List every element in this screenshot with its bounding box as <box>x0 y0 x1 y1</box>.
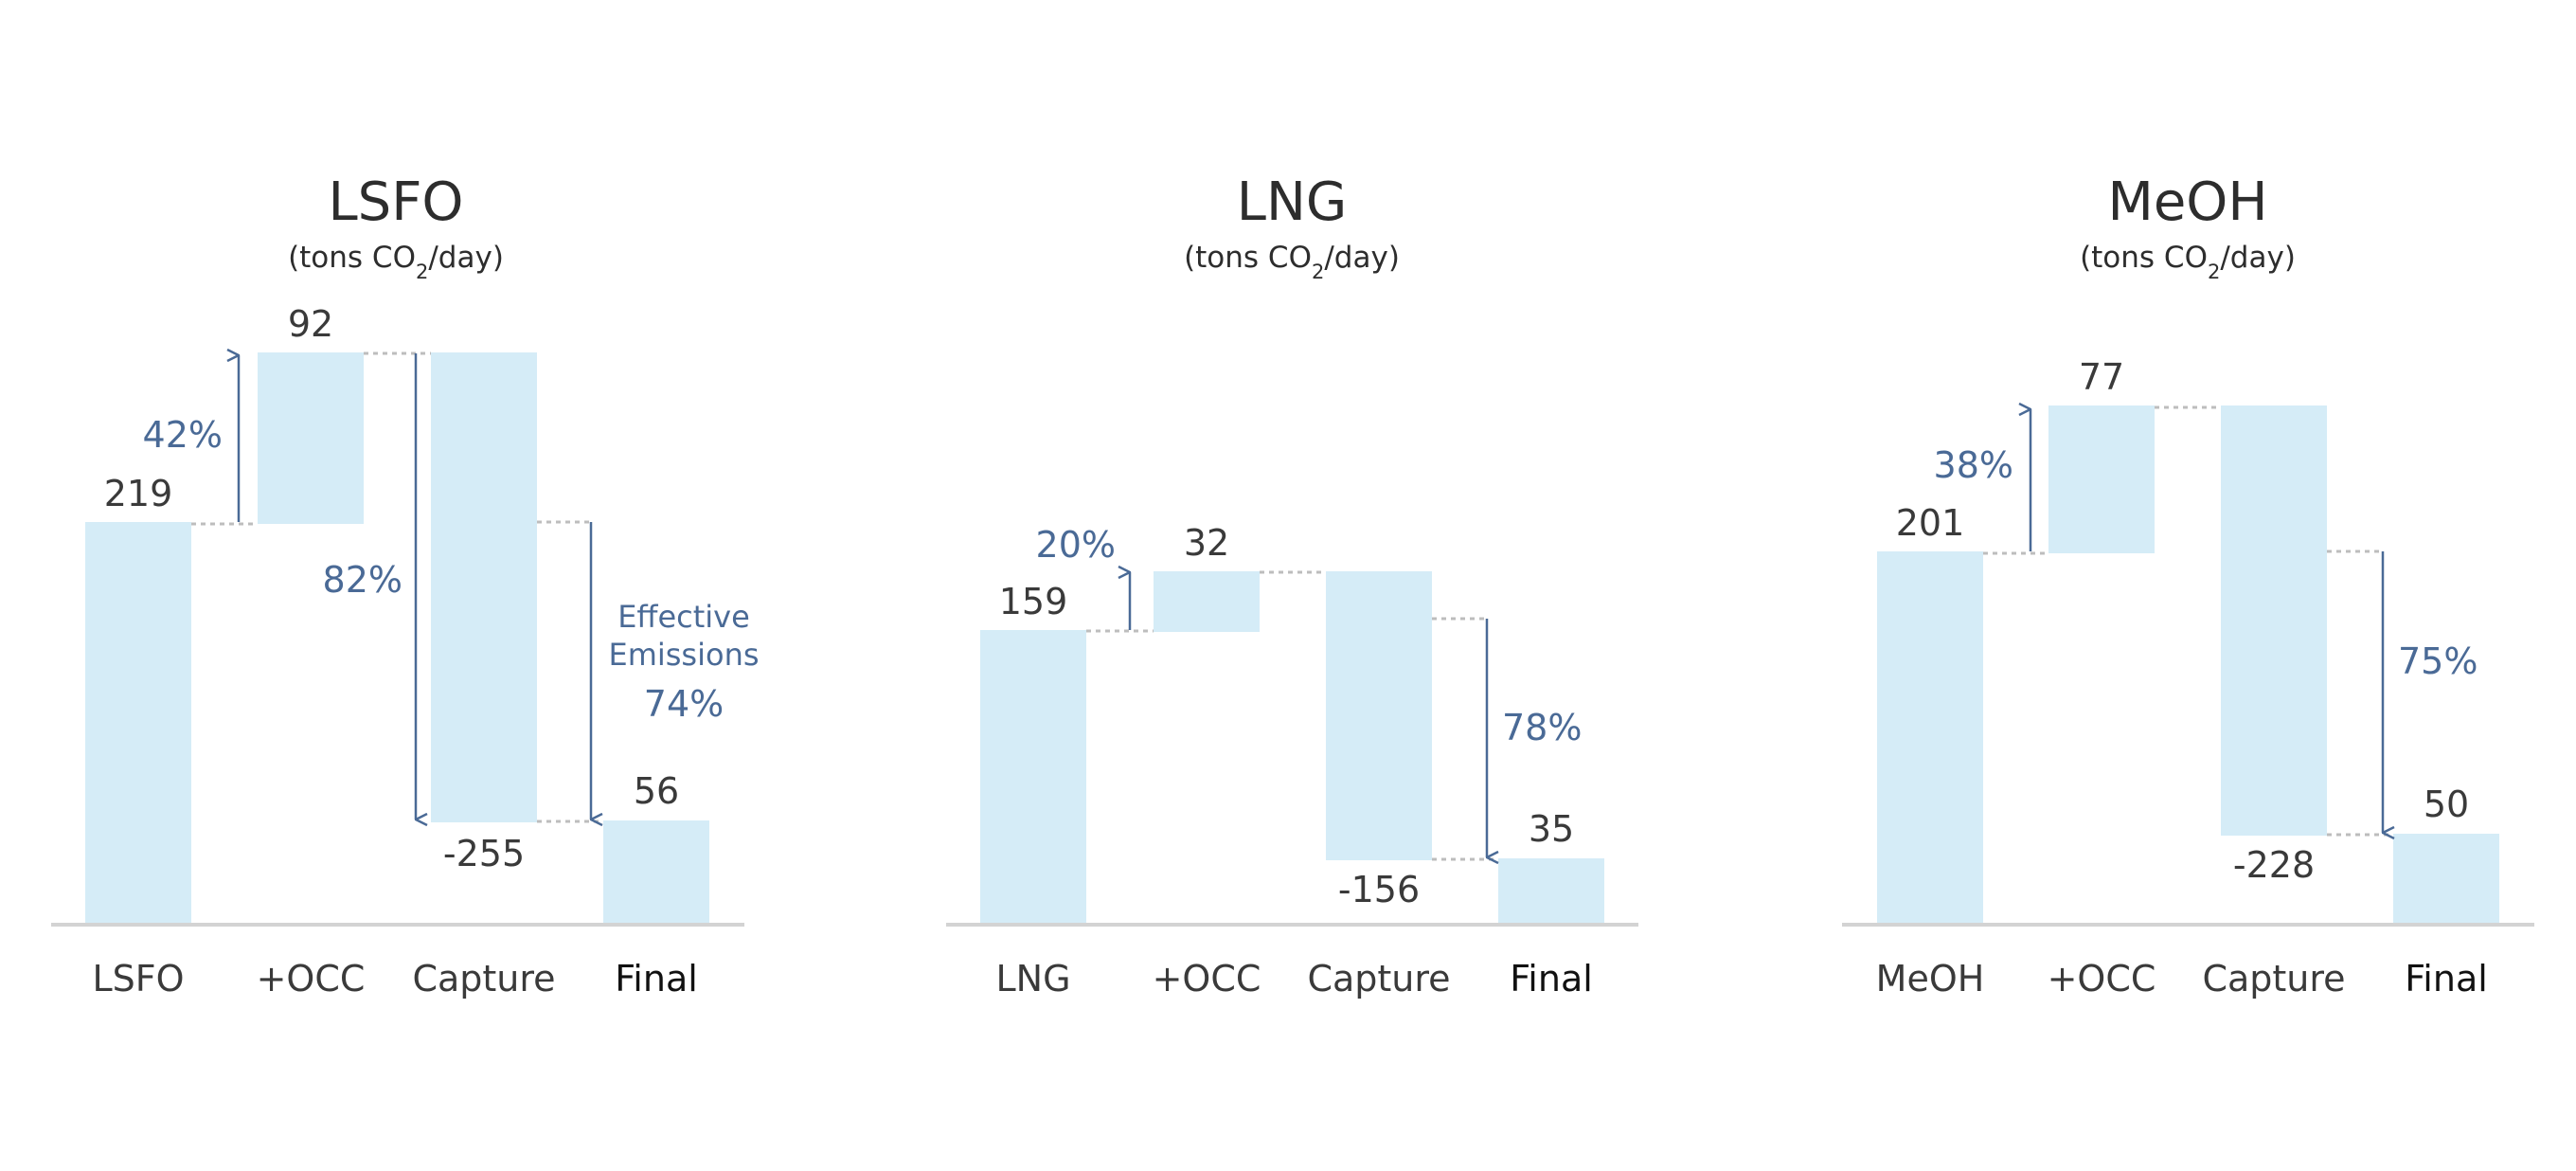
category-label: Capture <box>2202 958 2345 1000</box>
bar-start <box>85 522 191 925</box>
value-label: 92 <box>288 303 333 345</box>
category-label: Final <box>1510 958 1593 1000</box>
value-label: 219 <box>104 473 173 514</box>
value-label: 35 <box>1529 808 1574 850</box>
value-label: -255 <box>443 833 525 874</box>
bar-occ <box>2048 405 2155 553</box>
percent-label: 38% <box>1934 444 2013 486</box>
chart-unit: (tons CO2/day) <box>1184 241 1400 283</box>
chart-title: LNG <box>1237 171 1347 233</box>
chart-panel-lng: LNG (tons CO2/day) 159 32 -156 35 20% 78… <box>946 171 1638 1000</box>
percent-label: 74% <box>644 683 724 725</box>
bar-final <box>2393 834 2499 925</box>
category-label: Capture <box>1307 958 1450 1000</box>
bar-start <box>980 630 1086 925</box>
value-label: 56 <box>634 770 679 812</box>
bar-start <box>1877 551 1983 925</box>
percent-label: 42% <box>143 414 223 456</box>
category-label: Final <box>2405 958 2488 1000</box>
chart-title: LSFO <box>328 171 463 233</box>
chart-unit: (tons CO2/day) <box>288 241 504 283</box>
bar-capture <box>2221 405 2327 836</box>
percent-label: 75% <box>2398 640 2478 682</box>
category-label: LNG <box>995 958 1070 1000</box>
category-label: +OCC <box>257 958 366 1000</box>
value-label: -228 <box>2233 844 2315 886</box>
chart-panel-lsfo: LSFO (tons CO2/day) 219 92 -255 56 42% 8… <box>51 171 760 1000</box>
annotation-note: Effective <box>617 599 750 635</box>
chart-unit: (tons CO2/day) <box>2080 241 2296 283</box>
percent-label: 78% <box>1502 707 1582 748</box>
bar-final <box>1498 858 1604 925</box>
category-label: +OCC <box>1153 958 1261 1000</box>
category-label: +OCC <box>2048 958 2156 1000</box>
category-label: LSFO <box>92 958 184 1000</box>
value-label: 50 <box>2424 784 2469 825</box>
value-label: 32 <box>1184 522 1229 564</box>
percent-label: 20% <box>1036 524 1116 566</box>
value-label: -156 <box>1338 869 1420 910</box>
bar-capture <box>1326 571 1432 860</box>
percent-label: 82% <box>323 559 402 601</box>
value-label: 201 <box>1896 502 1965 544</box>
bar-capture <box>431 352 537 822</box>
value-label: 159 <box>999 581 1068 622</box>
value-label: 77 <box>2079 356 2124 398</box>
category-label: Final <box>615 958 698 1000</box>
chart-panel-meoh: MeOH (tons CO2/day) 201 77 -228 50 38% 7… <box>1842 171 2534 1000</box>
bar-occ <box>1154 571 1260 632</box>
chart-title: MeOH <box>2108 171 2268 233</box>
category-label: MeOH <box>1876 958 1985 1000</box>
annotation-note: Emissions <box>608 637 759 673</box>
category-label: Capture <box>412 958 555 1000</box>
bar-occ <box>258 352 364 524</box>
bar-final <box>603 820 709 925</box>
